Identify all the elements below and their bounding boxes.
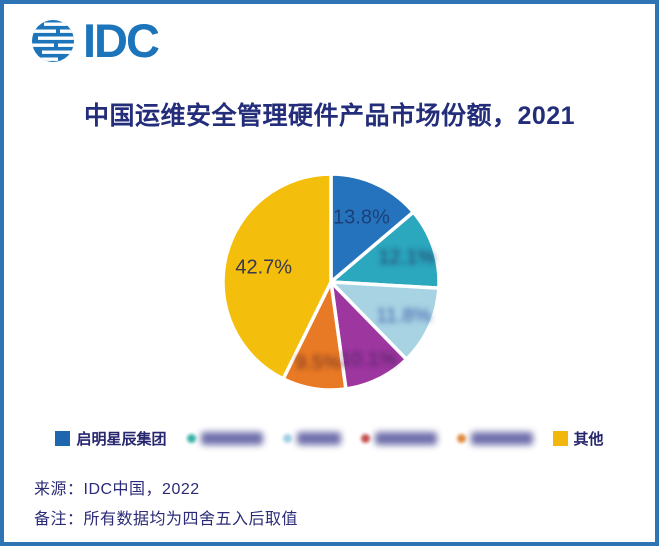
legend-label-redacted — [296, 432, 341, 445]
legend-marker-icon — [456, 434, 466, 443]
legend-marker-icon — [360, 434, 370, 443]
idc-globe-icon — [32, 19, 74, 62]
idc-logo-text: IDC — [83, 14, 160, 67]
pie-slice-3[interactable] — [329, 280, 441, 362]
legend-marker-icon — [186, 434, 196, 443]
legend-item-6[interactable]: 其他 — [552, 428, 604, 449]
legend-item-1[interactable]: 启明星辰集团 — [55, 428, 167, 449]
note-line: 备注：所有数据均为四舍五入后取值 — [34, 511, 299, 528]
legend-marker-icon — [552, 431, 568, 446]
legend-label: 其他 — [573, 431, 604, 448]
pie-slice-6[interactable] — [221, 172, 333, 381]
legend-label: 启明星辰集团 — [76, 431, 167, 448]
pie-slice-1[interactable] — [329, 172, 416, 284]
legend-item-2[interactable] — [186, 432, 263, 445]
legend-label-redacted — [200, 432, 263, 445]
pie-chart: 13.8%12.1%11.8%10.1%9.5%42.7% — [221, 172, 441, 392]
chart-title: 中国运维安全管理硬件产品市场份额，2021 — [83, 102, 576, 130]
legend: 启明星辰集团 其他 — [4, 428, 655, 449]
legend-label-redacted — [374, 432, 437, 445]
legend-marker-icon — [55, 431, 71, 446]
legend-label-redacted — [470, 432, 533, 445]
source-line: 来源：IDC中国，2022 — [34, 481, 200, 498]
idc-logo: IDC — [30, 14, 160, 67]
legend-item-4[interactable] — [360, 432, 437, 445]
legend-item-3[interactable] — [282, 432, 341, 445]
legend-marker-icon — [282, 434, 292, 443]
legend-item-5[interactable] — [456, 432, 533, 445]
pie-slice-2[interactable] — [329, 210, 441, 290]
